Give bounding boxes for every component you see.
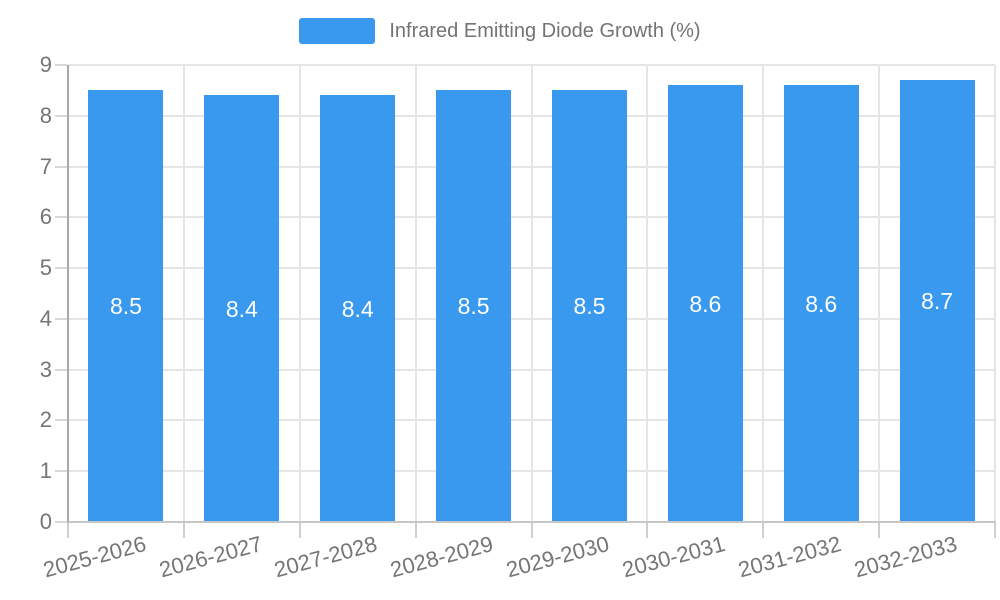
y-axis-tick-label: 4	[39, 305, 52, 331]
plot-area: 8.5 8.4 8.4 8.5 8.5 8.6 8.6 8.7	[68, 64, 996, 522]
bar[interactable]: 8.5	[551, 90, 627, 522]
x-axis-label: 2025-2026	[40, 531, 149, 583]
bar-value-label: 8.5	[109, 293, 142, 320]
x-axis-tick	[298, 523, 301, 538]
y-axis-tick	[55, 419, 67, 422]
y-axis-tick-label: 7	[39, 153, 52, 179]
x-axis-tick	[414, 523, 417, 538]
x-axis-label: 2031-2032	[735, 531, 844, 583]
y-axis-tick-label: 5	[39, 255, 52, 281]
bar[interactable]: 8.5	[436, 90, 512, 522]
y-axis-tick	[55, 114, 67, 117]
x-axis-line	[68, 521, 996, 523]
bar[interactable]: 8.4	[204, 95, 280, 522]
x-axis-label: 2029-2030	[503, 531, 612, 583]
bar-value-label: 8.6	[689, 290, 722, 317]
y-axis-tick-label: 9	[39, 52, 52, 77]
x-axis-tick	[994, 523, 996, 538]
y-axis-tick-label: 1	[39, 458, 52, 484]
gridline-vertical	[878, 65, 881, 522]
x-axis-tick	[182, 523, 185, 538]
bar-value-label: 8.4	[225, 295, 258, 322]
gridline-vertical	[530, 65, 533, 522]
y-axis-tick-label: 6	[39, 204, 52, 230]
y-axis-tick-label: 2	[39, 407, 52, 433]
x-axis-tick	[762, 523, 765, 538]
gridline-vertical	[298, 65, 301, 522]
bar-value-label: 8.6	[805, 290, 838, 317]
y-axis-tick	[55, 368, 67, 371]
x-axis-tick	[67, 523, 69, 538]
legend[interactable]: Infrared Emitting Diode Growth (%)	[0, 18, 1000, 44]
bar[interactable]: 8.4	[320, 95, 396, 522]
y-axis-line	[67, 65, 69, 538]
x-axis-tick	[878, 523, 881, 538]
bar[interactable]: 8.6	[667, 85, 743, 522]
bar[interactable]: 8.7	[899, 80, 975, 522]
bar-value-label: 8.4	[341, 295, 374, 322]
bar-value-label: 8.5	[457, 293, 490, 320]
legend-label: Infrared Emitting Diode Growth (%)	[389, 19, 701, 42]
y-axis-tick-label: 3	[39, 356, 52, 382]
x-axis-tick	[530, 523, 533, 538]
y-axis-tick	[55, 317, 67, 320]
legend-swatch	[299, 18, 376, 44]
x-axis-label: 2026-2027	[156, 531, 265, 583]
y-axis-tick	[55, 521, 67, 523]
gridline-vertical	[646, 65, 649, 522]
gridline-vertical	[762, 65, 765, 522]
x-axis-label: 2027-2028	[272, 531, 381, 583]
bar-value-label: 8.5	[573, 293, 606, 320]
x-axis-label: 2028-2029	[387, 531, 497, 583]
y-axis-tick	[55, 267, 67, 270]
y-axis-tick-label: 8	[39, 102, 52, 128]
bar[interactable]: 8.6	[783, 85, 859, 522]
x-axis-label: 2030-2031	[619, 531, 728, 583]
y-axis-tick-label: 0	[39, 509, 52, 534]
bar-value-label: 8.7	[921, 288, 954, 315]
gridline-vertical	[994, 65, 996, 522]
y-axis-tick	[55, 470, 67, 473]
x-axis-label: 2032-2033	[851, 531, 960, 583]
bar[interactable]: 8.5	[88, 90, 164, 522]
y-axis-tick	[55, 64, 67, 66]
x-axis-tick	[646, 523, 649, 538]
gridline-vertical	[182, 65, 185, 522]
gridline-vertical	[414, 65, 417, 522]
y-axis-tick	[55, 165, 67, 168]
y-axis-tick	[55, 216, 67, 219]
